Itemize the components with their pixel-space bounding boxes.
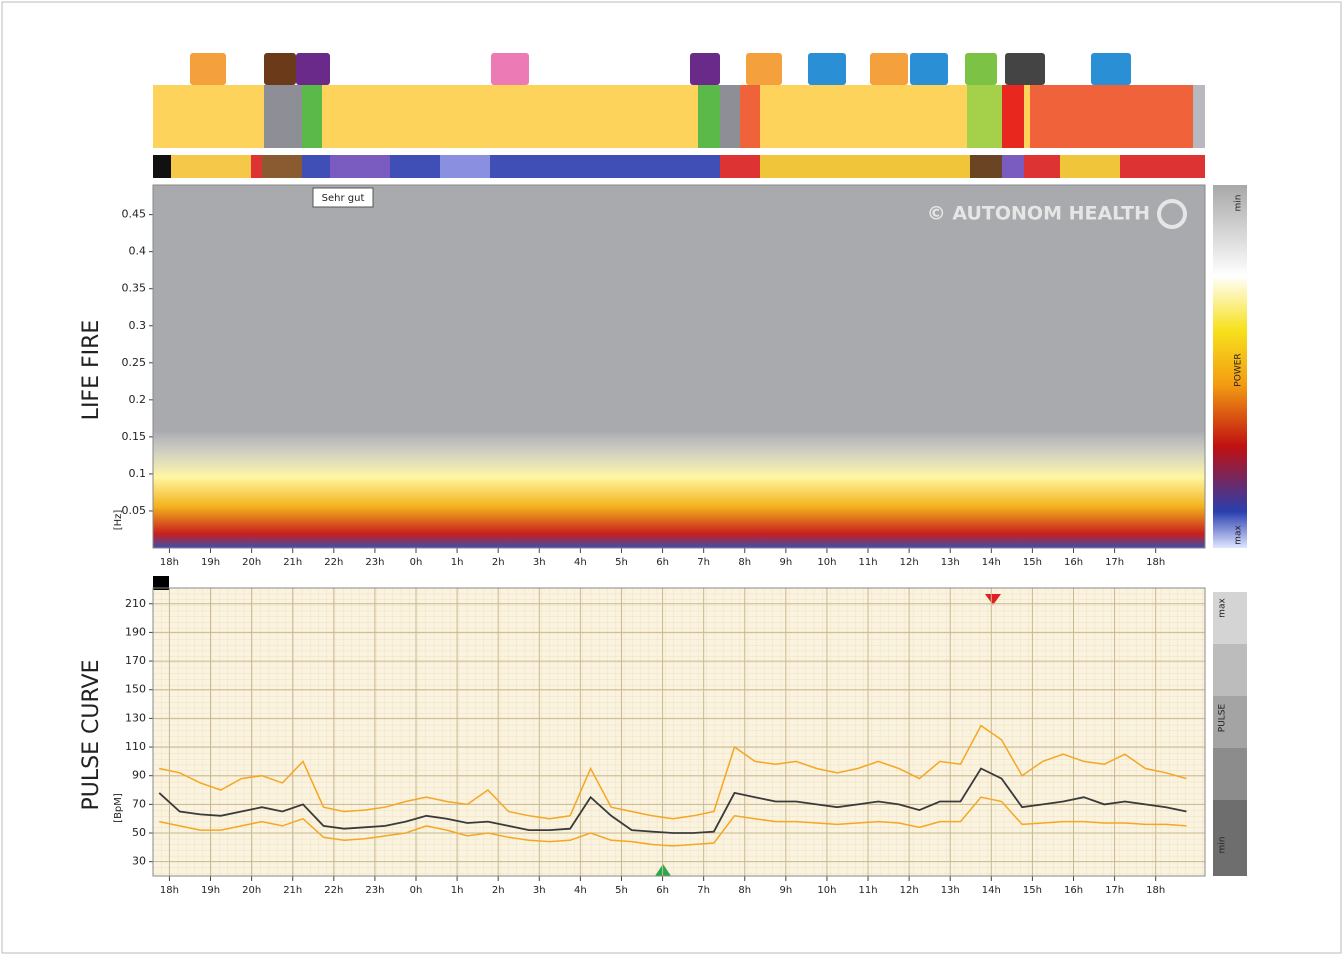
- x-tick-label: 4h: [574, 885, 587, 896]
- x-tick-label: 0h: [410, 885, 423, 896]
- y-tick-label: 190: [125, 625, 146, 638]
- x-tick-label: 5h: [615, 557, 628, 568]
- x-tick-label: 11h: [859, 557, 878, 568]
- x-tick-label: 20h: [242, 885, 261, 896]
- x-tick-label: 6h: [656, 557, 669, 568]
- colorbar-label: POWER: [1234, 353, 1244, 386]
- y-tick-label: 30: [132, 855, 146, 868]
- y-tick-label: 90: [132, 769, 146, 782]
- x-tick-label: 15h: [1023, 557, 1042, 568]
- x-tick-label: 20h: [242, 557, 261, 568]
- x-tick-label: 10h: [817, 557, 836, 568]
- x-tick-label: 17h: [1105, 557, 1124, 568]
- x-tick-label: 22h: [324, 557, 343, 568]
- x-tick-label: 8h: [738, 557, 751, 568]
- x-tick-label: 16h: [1064, 885, 1083, 896]
- activity-band: [153, 85, 1205, 148]
- y-tick-label: 0.2: [129, 393, 147, 406]
- x-tick-label: 14h: [982, 557, 1001, 568]
- tooltip: Sehr gut: [322, 193, 365, 204]
- y-tick-label: 0.4: [129, 245, 147, 258]
- x-tick-label: 14h: [982, 885, 1001, 896]
- x-tick-label: 15h: [1023, 885, 1042, 896]
- x-tick-label: 18h: [1146, 557, 1165, 568]
- y-tick-label: 130: [125, 711, 146, 724]
- x-tick-label: 18h: [1146, 885, 1165, 896]
- colorbar-label: max: [1234, 525, 1244, 545]
- x-tick-label: 19h: [201, 885, 220, 896]
- watermark: © AUTONOM HEALTH: [927, 203, 1150, 225]
- x-tick-label: 5h: [615, 885, 628, 896]
- y-tick-label: 0.05: [122, 504, 147, 517]
- x-tick-label: 21h: [283, 557, 302, 568]
- panel-title: PULSE CURVE: [79, 660, 104, 811]
- y-tick-label: 0.45: [122, 208, 147, 221]
- y-tick-label: 210: [125, 597, 146, 610]
- x-tick-label: 7h: [697, 557, 710, 568]
- x-tick-label: 21h: [283, 885, 302, 896]
- x-tick-label: 13h: [941, 885, 960, 896]
- page: {"chart_data": [ {"type": "heatmap", "ti…: [0, 0, 1344, 960]
- spectrogram-band: [153, 430, 1205, 548]
- colorbar-label: PULSE: [1218, 703, 1228, 732]
- x-tick-label: 18h: [160, 557, 179, 568]
- activity-icons: [190, 53, 1131, 85]
- x-tick-label: 1h: [451, 557, 464, 568]
- quality-strip: [153, 155, 1205, 178]
- x-tick-label: 4h: [574, 557, 587, 568]
- x-tick-label: 9h: [779, 557, 792, 568]
- y-tick-label: 0.35: [122, 282, 147, 295]
- colorbar-label: min: [1234, 195, 1244, 212]
- x-tick-label: 19h: [201, 557, 220, 568]
- x-tick-label: 0h: [410, 557, 423, 568]
- y-tick-label: 0.1: [129, 467, 147, 480]
- x-tick-label: 9h: [779, 885, 792, 896]
- x-tick-label: 2h: [492, 557, 505, 568]
- y-axis-label: [BpM]: [113, 793, 124, 823]
- x-tick-label: 3h: [533, 885, 546, 896]
- x-tick-label: 2h: [492, 885, 505, 896]
- y-tick-label: 110: [125, 740, 146, 753]
- y-tick-label: 70: [132, 797, 146, 810]
- x-tick-label: 3h: [533, 557, 546, 568]
- x-tick-label: 1h: [451, 885, 464, 896]
- y-tick-label: 0.15: [122, 430, 147, 443]
- y-tick-label: 50: [132, 826, 146, 839]
- x-tick-label: 10h: [817, 885, 836, 896]
- y-tick-label: 150: [125, 683, 146, 696]
- x-tick-label: 11h: [859, 885, 878, 896]
- x-tick-label: 16h: [1064, 557, 1083, 568]
- x-tick-label: 13h: [941, 557, 960, 568]
- x-tick-label: 23h: [365, 557, 384, 568]
- y-tick-label: 0.3: [129, 319, 147, 332]
- x-tick-label: 17h: [1105, 885, 1124, 896]
- screenshot: LIFE FIRE PULSE CURVE [Hz] [BpM] Sehr gu…: [0, 0, 1344, 956]
- x-tick-label: 8h: [738, 885, 751, 896]
- y-tick-label: 170: [125, 654, 146, 667]
- x-tick-label: 23h: [365, 885, 384, 896]
- colorbar-label: max: [1218, 598, 1228, 618]
- pulse-colorbar: [1213, 592, 1247, 876]
- x-tick-label: 22h: [324, 885, 343, 896]
- x-tick-label: 7h: [697, 885, 710, 896]
- x-tick-label: 12h: [900, 557, 919, 568]
- panel-title: LIFE FIRE: [79, 320, 104, 421]
- colorbar-label: min: [1218, 837, 1228, 854]
- x-tick-label: 12h: [900, 885, 919, 896]
- y-tick-label: 0.25: [122, 356, 147, 369]
- x-tick-label: 18h: [160, 885, 179, 896]
- x-tick-label: 6h: [656, 885, 669, 896]
